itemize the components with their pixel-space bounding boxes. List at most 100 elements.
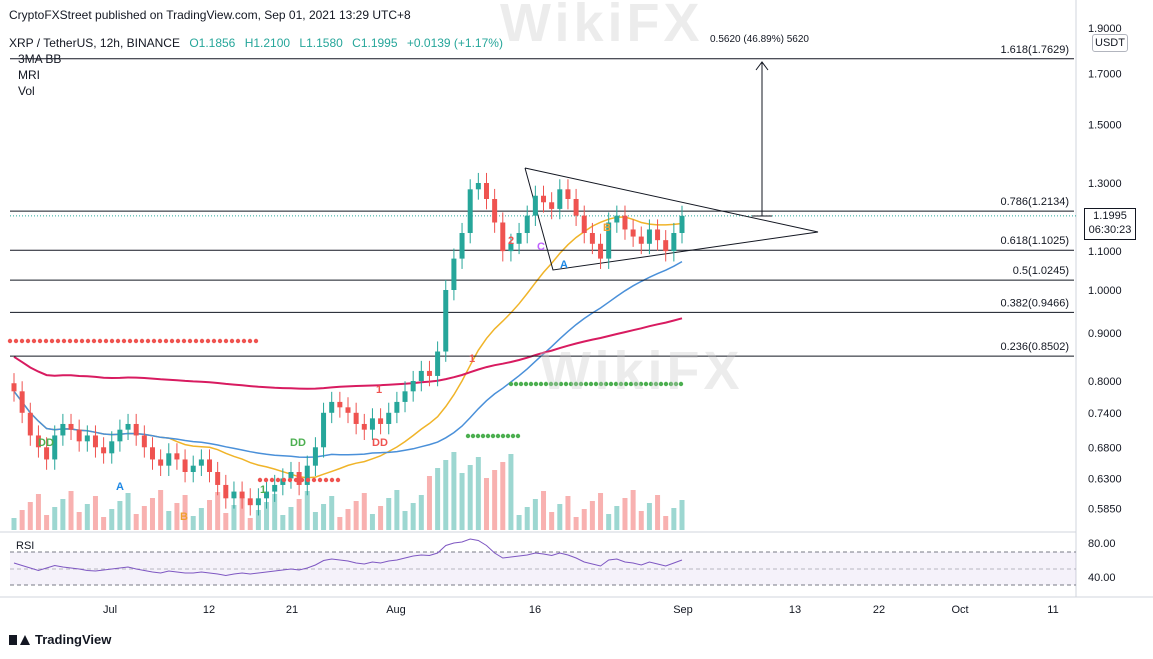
pattern-marker: 1 [376,384,382,396]
fib-label: 0.618(1.1025) [1001,235,1070,247]
signal-dot [568,381,574,387]
fib-label: 0.236(0.8502) [1001,341,1070,353]
volume-bar [524,507,530,530]
time-axis: Jul 12 21 Aug 16 Sep 13 22 Oct 11 [103,604,1059,616]
volume-bar [426,476,432,530]
signal-dot [43,338,49,344]
signal-dot [169,338,175,344]
signal-dot [558,381,564,387]
x-tick-label: Sep [673,604,693,616]
volume-bar [190,516,196,530]
candle-body [410,381,416,392]
volume-bar [410,503,416,530]
candle-body [541,195,547,203]
y-tick-label: 1.5000 [1088,120,1122,132]
volume-bar [84,504,90,530]
candle-body [353,412,359,424]
signal-dot [217,338,223,344]
volume-bar [141,506,147,530]
volume-bar [532,499,538,530]
signal-dot [127,338,133,344]
candle-body [500,222,506,252]
signal-dot [475,433,481,439]
signal-dot [205,338,211,344]
pattern-marker: 2 [508,235,514,247]
signal-dot [223,338,229,344]
volume-bar [622,498,628,530]
volume-bar [573,517,579,530]
rsi-label[interactable]: RSI [16,540,35,552]
signal-dot [543,381,549,387]
volume-bar [361,493,367,530]
pattern-marker: B [603,222,611,234]
candle-body [92,435,98,448]
volume-bar [255,510,261,530]
signal-dot [515,433,521,439]
brand-text: TradingView [35,632,112,647]
signal-dot [73,338,79,344]
candle-body [76,429,82,442]
volume-bar [459,473,465,530]
volume-bar [646,503,652,530]
signal-dot [613,381,619,387]
volume-bar [198,508,204,530]
volume-bar [312,512,318,530]
pattern-marker: 1 [260,484,266,496]
pattern-markers: DD A B 1 DD 1 DD 1 2 C A B [38,222,611,523]
indicator-label[interactable]: 3MA BB [18,52,62,66]
candle-body [369,418,375,430]
signal-dot [257,477,263,483]
volume-bar [272,494,278,530]
symbol-name[interactable]: XRP / TetherUS, 12h, BINANCE [9,36,180,50]
volume-bar [435,468,441,530]
volume-bar [11,518,17,530]
signal-dot [495,433,501,439]
volume-bar [353,501,359,530]
signal-dot [643,381,649,387]
signal-dot [49,338,55,344]
pattern-marker: DD [290,437,306,449]
volume-bar [125,493,131,530]
signal-dot [490,433,496,439]
signal-dot [623,381,629,387]
published-line: CryptoFXStreet published on TradingView.… [9,8,411,22]
y-tick-label: 1.9000 [1088,23,1122,35]
signal-dot [121,338,127,344]
signal-dot [275,477,281,483]
ma-blue-line [13,260,683,459]
measure-arrowhead [755,61,769,71]
currency-badge[interactable]: USDT [1092,34,1128,52]
volume-bar [418,495,424,530]
volume-bar [68,491,74,530]
candle-body [361,423,367,430]
volume-bar [207,500,213,530]
volume-bar [296,499,302,530]
x-tick-label: 11 [1047,604,1058,616]
candle-body [557,189,563,209]
signal-dot [145,338,151,344]
volume-bar [402,511,408,530]
signal-dot [253,338,259,344]
candle-body [304,465,310,485]
candle-body [60,423,66,436]
y-tick-label: 1.0000 [1088,285,1122,297]
signal-dot [578,381,584,387]
candle-body [614,215,620,223]
watermark: WikiFX [540,341,744,401]
indicator-label[interactable]: Vol [18,84,35,98]
tradingview-logo-icon [9,634,30,645]
indicator-label[interactable]: MRI [18,68,40,82]
signal-dot [528,381,534,387]
signal-dot [523,381,529,387]
tradingview-footer[interactable]: TradingView [9,632,111,647]
candle-body [68,423,74,430]
signal-dot [508,381,514,387]
candle-body [158,459,164,466]
volume-bar [166,511,172,530]
fibonacci-levels: 1.618(1.7629) 0.786(1.2134) 0.618(1.1025) 0… [10,44,1076,357]
volume-bar [109,509,115,530]
signal-dot [293,477,299,483]
pattern-marker: A [116,481,124,493]
y-tick-label: 0.9000 [1088,328,1122,340]
